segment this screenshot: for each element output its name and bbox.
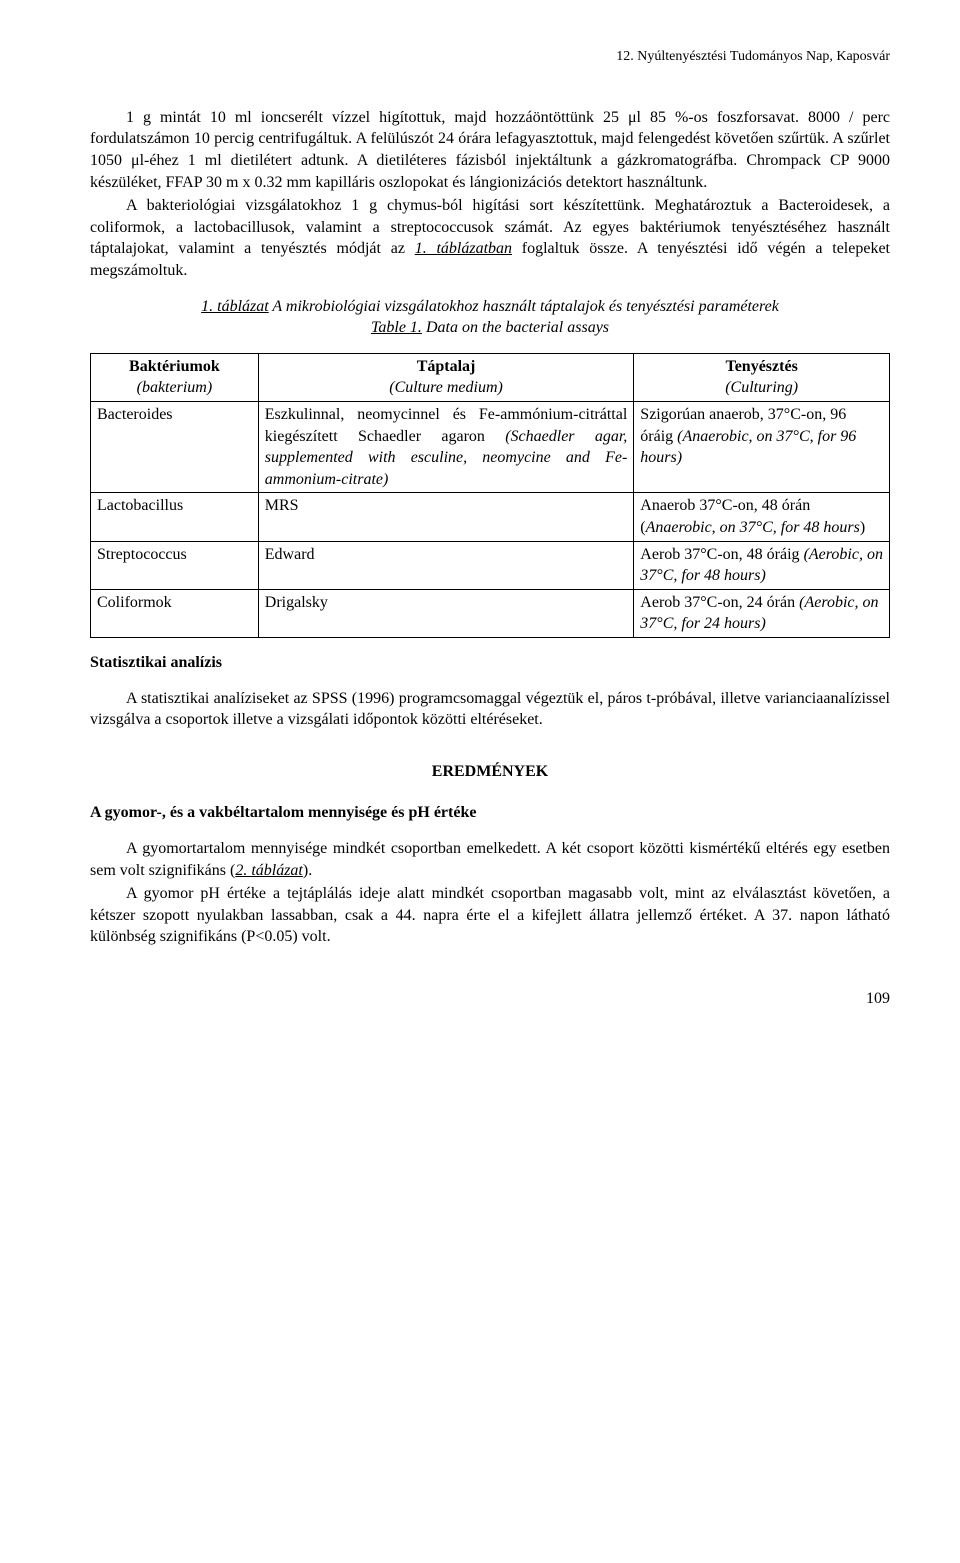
table1-r1-c2: MRS [258,493,634,541]
table-row: StreptococcusEdwardAerob 37°C-on, 48 órá… [91,541,890,589]
caption-line2-rest: Data on the bacterial assays [422,319,609,336]
results-heading: EREDMÉNYEK [90,761,890,783]
table1-head-c3: Tenyésztés (Culturing) [634,353,890,401]
table1-r3-c3: Aerob 37°C-on, 24 órán (Aerobic, on 37°C… [634,589,890,637]
table1-head-row: Baktériumok (bakterium) Táptalaj (Culture … [91,353,890,401]
th-c2-bold: Táptalaj [417,358,476,375]
table-row: ColiformokDrigalskyAerob 37°C-on, 24 órá… [91,589,890,637]
caption-line1-u: 1. táblázat [201,298,269,315]
body-para-1b: A bakteriológiai vizsgálatokhoz 1 g chym… [90,195,890,281]
table1: Baktériumok (bakterium) Táptalaj (Culture … [90,353,890,638]
table1-r1-c3: Anaerob 37°C-on, 48 órán (Anaerobic, on … [634,493,890,541]
table1-r2-c1: Streptococcus [91,541,259,589]
table1-head-c2: Táptalaj (Culture medium) [258,353,634,401]
stats-heading: Statisztikai analízis [90,652,890,674]
page-number: 109 [90,988,890,1010]
th-c3-bold: Tenyésztés [726,358,798,375]
table-row: LactobacillusMRSAnaerob 37°C-on, 48 órán… [91,493,890,541]
results-p1-lead: A gyomortartalom mennyisége mindkét csop… [90,840,890,879]
th-c1-bold: Baktériumok [129,358,220,375]
th-c1-ital: (bakterium) [137,379,213,396]
th-c3-ital: (Culturing) [725,379,798,396]
th-c2-ital: (Culture medium) [389,379,503,396]
table1-r3-c2: Drigalsky [258,589,634,637]
stats-para: A statisztikai analíziseket az SPSS (199… [90,688,890,731]
running-header: 12. Nyúltenyésztési Tudományos Nap, Kapo… [90,48,890,67]
results-p1-tail: ). [303,862,312,879]
results-subhead: A gyomor-, és a vakbéltartalom mennyiség… [90,802,890,824]
results-para-2: A gyomor pH értéke a tejtáplálás ideje a… [90,883,890,948]
table1-r0-c1: Bacteroides [91,402,259,493]
results-p1-ref: 2. táblázat [235,862,303,879]
table1-r3-c1: Coliformok [91,589,259,637]
body-para-1a: 1 g mintát 10 ml ioncserélt vízzel higít… [90,107,890,193]
table1-r0-c3: Szigorúan anaerob, 37°C-on, 96 óráig (An… [634,402,890,493]
table1-r2-c3: Aerob 37°C-on, 48 óráig (Aerobic, on 37°… [634,541,890,589]
caption-line2-u: Table 1. [371,319,422,336]
table1-r2-c2: Edward [258,541,634,589]
table-row: BacteroidesEszkulinnal, neomycinnel és F… [91,402,890,493]
caption-line1-rest: A mikrobiológiai vizsgálatokhoz használt… [269,298,779,315]
table1-r0-c2: Eszkulinnal, neomycinnel és Fe-ammónium-… [258,402,634,493]
results-para-1: A gyomortartalom mennyisége mindkét csop… [90,838,890,881]
table1-caption: 1. táblázat A mikrobiológiai vizsgálatok… [90,296,890,339]
table1-r1-c1: Lactobacillus [91,493,259,541]
body-para-1b-ref: 1. táblázatban [415,240,512,257]
table1-head-c1: Baktériumok (bakterium) [91,353,259,401]
